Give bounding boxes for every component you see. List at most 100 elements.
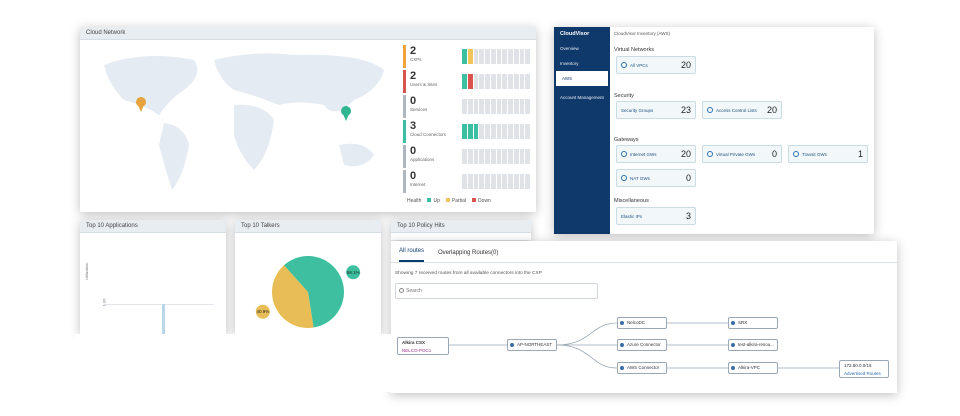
health-segment xyxy=(496,174,502,189)
card-label: Elastic IPs xyxy=(621,213,643,219)
utilization-bar[interactable] xyxy=(162,304,165,334)
card-nat-gws[interactable]: NAT GWs 0 xyxy=(616,169,696,187)
datacenter-icon xyxy=(620,321,624,325)
health-segment xyxy=(467,174,473,189)
card-label: Virtual Private GWs xyxy=(716,151,756,157)
top-applications-panel: Top 10 Applications Utilization 1.00 xyxy=(80,220,226,334)
tab-overlapping-routes[interactable]: Overlapping Routes(0) xyxy=(438,250,499,256)
nav-aws[interactable]: AWS xyxy=(556,71,608,86)
node-nelcodc[interactable]: NelcoDC xyxy=(617,317,667,329)
card-value: 20 xyxy=(766,105,777,115)
card-security-groups[interactable]: Security Groups 23 xyxy=(616,101,696,119)
pie-label-bubble-0 xyxy=(255,304,270,319)
health-stats: 2 CXPs 2 Users & Sites 0 Services 3 Cloud Conne… xyxy=(403,45,531,210)
vpc-icon xyxy=(621,62,627,68)
health-segment xyxy=(502,149,507,164)
utilization-tick: 1.00 xyxy=(101,298,107,307)
card-value: 1 xyxy=(857,149,863,159)
health-segment xyxy=(479,149,484,164)
location-pin-west[interactable] xyxy=(136,97,146,112)
node-alkira-vpc[interactable]: Alkira-VPC xyxy=(728,362,778,374)
section-virtual-networks: Virtual Networks xyxy=(614,47,654,53)
section-gateways: Gateways xyxy=(614,137,639,143)
top-talkers-title: Top 10 Talkers xyxy=(235,220,381,233)
stat-5[interactable]: 0 Internet xyxy=(403,170,531,193)
card-label: Transit GWs xyxy=(802,151,827,157)
node-ap-northeast[interactable]: AP-NORTHEAST xyxy=(507,339,557,351)
health-segment xyxy=(525,49,530,64)
node-cidr[interactable]: 172.50.0.0/16 Advertised Routes xyxy=(839,360,889,378)
card-all-vpcs[interactable]: All VPCs 20 xyxy=(616,56,696,74)
health-segment xyxy=(508,124,513,139)
stat-label: Users & Sites xyxy=(410,82,438,87)
health-segment xyxy=(502,124,507,139)
health-segment xyxy=(525,74,530,89)
node-test-alkira[interactable]: test-alkira-resou... xyxy=(728,339,778,351)
health-segment xyxy=(519,124,525,139)
nav-account-management[interactable]: Account Management xyxy=(560,95,604,100)
nat-icon xyxy=(621,175,627,181)
globe-icon xyxy=(621,151,627,157)
card-value: 23 xyxy=(680,105,691,115)
node-aws-connector[interactable]: AWS Connector xyxy=(617,362,667,374)
acl-icon xyxy=(707,107,713,113)
pie-label-0: 40.9% xyxy=(256,309,269,314)
location-pin-east[interactable] xyxy=(341,106,351,121)
nav-inventory[interactable]: Inventory xyxy=(560,61,579,66)
stat-label: Applications xyxy=(410,157,435,162)
health-segment xyxy=(473,124,479,139)
health-segment xyxy=(462,74,467,89)
stat-4[interactable]: 0 Applications xyxy=(403,145,531,168)
card-internet-gws[interactable]: Internet GWs 20 xyxy=(616,145,696,163)
section-miscellaneous: Miscellaneous xyxy=(614,198,649,204)
top-policy-hits-panel: Top 10 Policy Hits xyxy=(391,220,531,240)
health-segment xyxy=(490,149,496,164)
stat-label: CXPs xyxy=(410,57,422,62)
stat-2[interactable]: 0 Services xyxy=(403,95,531,118)
pie-slice-1[interactable] xyxy=(284,256,344,328)
bottom-overlay xyxy=(75,334,393,392)
card-label: NAT GWs xyxy=(630,175,650,181)
cloudvisor-inventory-panel: CloudVisor Overview Inventory AWS Accoun… xyxy=(554,27,874,234)
card-value: 20 xyxy=(680,149,691,159)
cloud-network-title: Cloud Network xyxy=(80,27,536,40)
legend-partial: Partial xyxy=(445,198,466,204)
pie-label-1: 59.1% xyxy=(347,270,360,275)
health-segment xyxy=(513,49,519,64)
routes-search-input[interactable]: Search xyxy=(395,283,598,299)
health-segment xyxy=(519,174,525,189)
node-srx[interactable]: SRX xyxy=(728,317,778,329)
node-azure-connector[interactable]: Azure Connector xyxy=(617,339,667,351)
card-access-control-lists[interactable]: Access Control Lists 20 xyxy=(702,101,782,119)
card-transit-gws[interactable]: Transit GWs 1 xyxy=(788,145,868,163)
routes-tabs: All routes Overlapping Routes(0) xyxy=(391,241,897,263)
stat-3[interactable]: 3 Cloud Connectors xyxy=(403,120,531,143)
health-segment xyxy=(490,74,496,89)
health-segment xyxy=(508,99,513,114)
cloud-network-panel: Cloud Network 2 CXPs 2 Users & Sites 0 Servic… xyxy=(80,27,536,212)
health-segment xyxy=(467,124,473,139)
health-segment xyxy=(513,174,519,189)
card-virtual-private-gws[interactable]: Virtual Private GWs 0 xyxy=(702,145,782,163)
nav-overview[interactable]: Overview xyxy=(560,46,579,51)
pie-slice-0[interactable] xyxy=(272,265,314,328)
health-segment xyxy=(485,174,490,189)
advertised-routes-link[interactable]: Advertised Routes xyxy=(844,371,881,376)
health-segment xyxy=(462,99,467,114)
stat-1[interactable]: 2 Users & Sites xyxy=(403,70,531,93)
stat-0[interactable]: 2 CXPs xyxy=(403,45,531,68)
health-segment xyxy=(502,174,507,189)
health-segment xyxy=(467,149,473,164)
health-segment xyxy=(525,174,530,189)
node-alkira-csx[interactable]: Alkira CSX NELCO-POC1 xyxy=(397,337,449,355)
stat-value: 0 xyxy=(410,145,417,157)
world-map[interactable] xyxy=(84,45,400,205)
node-label: NelcoDC xyxy=(627,320,646,325)
health-segment xyxy=(513,74,519,89)
health-segment xyxy=(479,124,484,139)
cloudvisor-logo: CloudVisor xyxy=(560,31,590,37)
card-elastic-ips[interactable]: Elastic IPs 3 xyxy=(616,207,696,225)
tab-all-routes[interactable]: All routes xyxy=(399,248,425,262)
azure-icon xyxy=(620,343,624,347)
